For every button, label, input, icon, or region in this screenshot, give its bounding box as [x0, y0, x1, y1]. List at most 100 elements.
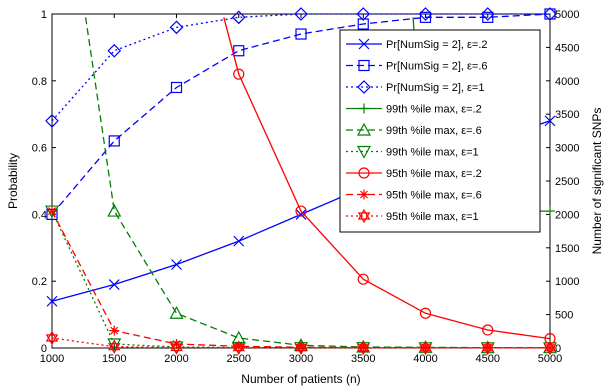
- data-point: [107, 43, 122, 58]
- y-left-tick-label: 0.8: [32, 76, 47, 88]
- y-axis-left: 0 0.2 0.4 0.6 0.8 1: [32, 9, 56, 355]
- data-point: [543, 340, 557, 356]
- x-tick-label: 3500: [351, 353, 375, 365]
- series-layer: [44, 7, 558, 356]
- data-point: [480, 7, 495, 21]
- y-axis-left-title: Probability: [6, 153, 20, 209]
- series-line: [51, 13, 551, 215]
- legend-label: 95th %ile max, ε=.6: [386, 190, 482, 202]
- legend-marker: [357, 80, 371, 94]
- data-point-part-a: [170, 340, 183, 352]
- legend-marker: [358, 59, 370, 72]
- data-point: [296, 342, 306, 353]
- legend-item: 99th %ile max, ε=.6: [346, 122, 482, 137]
- data-point-part-a: [419, 340, 432, 352]
- y-left-tick-label: 0.2: [32, 276, 47, 288]
- y-axis-right-title: Number of significant SNPs: [590, 108, 604, 255]
- data-point: [482, 11, 494, 23]
- data-point: [481, 340, 494, 356]
- legend-item: 99th %ile max, ε=.2: [346, 103, 482, 116]
- data-point: [45, 114, 59, 128]
- y-right-tick-label: 1500: [555, 243, 579, 255]
- data-point: [170, 81, 183, 94]
- legend-marker: [359, 189, 369, 200]
- data-point: [544, 8, 556, 20]
- legend-marker: [359, 103, 369, 114]
- data-point: [108, 339, 121, 354]
- data-point: [233, 68, 245, 80]
- legend-label: 99th %ile max, ε=.6: [386, 125, 482, 137]
- legend-item: 95th %ile max, ε=.2: [346, 167, 482, 180]
- series-7: [223, 17, 556, 345]
- data-point-part-a: [45, 330, 59, 342]
- data-point-part-b: [232, 344, 245, 355]
- legend-marker: [356, 122, 372, 136]
- data-point: [357, 18, 369, 30]
- legend-label: 99th %ile max, ε=.2: [386, 104, 482, 116]
- data-point: [543, 7, 557, 21]
- series-line: [223, 17, 551, 340]
- data-point: [356, 7, 371, 21]
- data-point-part-b: [481, 344, 494, 356]
- legend-item: Pr[NumSig = 2], ε=.2: [346, 38, 488, 51]
- legend-marker: [357, 208, 371, 224]
- data-point: [295, 28, 307, 40]
- data-point: [169, 306, 184, 319]
- data-point: [418, 7, 433, 21]
- data-point-part-b: [357, 344, 370, 356]
- data-point: [295, 208, 307, 220]
- legend-marker: [356, 145, 372, 159]
- x-axis-title: Number of patients (n): [241, 372, 360, 386]
- data-point: [545, 206, 555, 217]
- legend-box: [339, 29, 541, 233]
- data-point: [295, 205, 307, 217]
- data-point-part-b: [543, 344, 557, 356]
- data-point: [169, 20, 184, 35]
- legend-item: 99th %ile max, ε=1: [346, 145, 479, 159]
- data-point-part-b: [45, 334, 59, 346]
- series-2: [46, 8, 556, 220]
- data-point: [419, 11, 432, 23]
- data-point: [231, 10, 246, 25]
- legend-marker: [358, 38, 370, 50]
- data-point: [45, 330, 59, 346]
- legend-label: Pr[NumSig = 2], ε=.6: [386, 61, 488, 73]
- data-point: [170, 340, 183, 355]
- legend-marker: [358, 167, 370, 179]
- data-point-part-a: [357, 340, 370, 352]
- legend-item: Pr[NumSig = 2], ε=.6: [346, 59, 488, 73]
- legend-item: Pr[NumSig = 2], ε=1: [346, 80, 484, 94]
- y-right-tick-label: 1000: [555, 276, 579, 288]
- legend-label: 99th %ile max, ε=1: [386, 147, 479, 159]
- y-right-tick-label: 2000: [555, 209, 579, 221]
- data-point-part-b: [108, 343, 121, 354]
- data-point: [108, 135, 120, 147]
- x-tick-label: 4000: [413, 353, 437, 365]
- data-point: [109, 325, 120, 336]
- legend-marker-part-b: [357, 212, 371, 224]
- y-right-tick-label: 500: [555, 310, 573, 322]
- data-point: [47, 206, 57, 217]
- series-9: [45, 330, 557, 356]
- series-3: [45, 7, 557, 128]
- x-tick-label: 1500: [102, 353, 126, 365]
- data-point-part-b: [170, 343, 183, 355]
- data-point-part-b: [294, 344, 308, 355]
- data-point: [420, 342, 431, 353]
- x-tick-label: 1000: [40, 353, 64, 365]
- x-tick-label: 4500: [476, 353, 500, 365]
- data-point: [232, 340, 245, 355]
- data-point-part-a: [481, 340, 494, 352]
- x-tick-label: 5000: [538, 353, 562, 365]
- legend-item: 95th %ile max, ε=1: [346, 208, 479, 224]
- data-point-part-a: [232, 340, 245, 352]
- series-line: [51, 337, 550, 349]
- data-point: [419, 307, 432, 319]
- y-right-tick-label: 2500: [555, 176, 579, 188]
- y-left-tick-label: 0.6: [32, 143, 47, 155]
- data-point: [357, 340, 370, 356]
- data-point-part-a: [543, 340, 557, 352]
- series-line: [51, 13, 550, 122]
- data-point: [233, 45, 245, 57]
